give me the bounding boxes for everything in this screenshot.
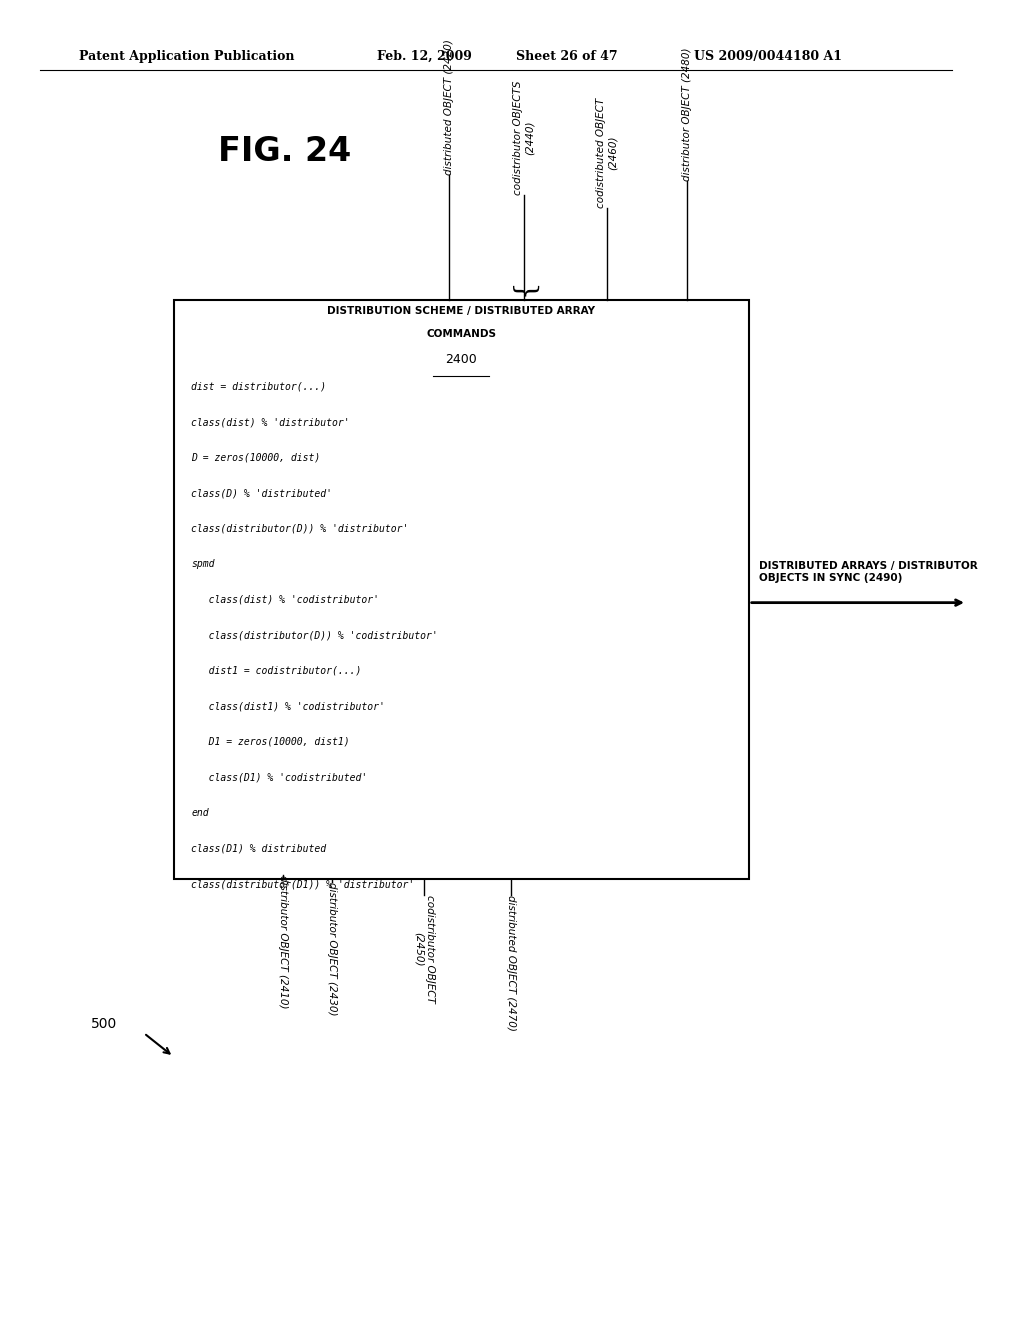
- Text: distributor OBJECT (2410): distributor OBJECT (2410): [278, 875, 288, 1008]
- Text: dist1 = codistributor(...): dist1 = codistributor(...): [191, 665, 361, 676]
- Text: class(D) % 'distributed': class(D) % 'distributed': [191, 488, 333, 498]
- Text: Sheet 26 of 47: Sheet 26 of 47: [516, 50, 617, 63]
- Text: dist = distributor(...): dist = distributor(...): [191, 381, 327, 392]
- Text: US 2009/0044180 A1: US 2009/0044180 A1: [694, 50, 842, 63]
- Text: DISTRIBUTION SCHEME / DISTRIBUTED ARRAY: DISTRIBUTION SCHEME / DISTRIBUTED ARRAY: [327, 306, 595, 317]
- Text: spmd: spmd: [191, 560, 215, 569]
- Text: 500: 500: [91, 1016, 118, 1031]
- Text: D = zeros(10000, dist): D = zeros(10000, dist): [191, 453, 321, 462]
- Text: distributed OBJECT (2470): distributed OBJECT (2470): [506, 895, 516, 1031]
- Text: FIG. 24: FIG. 24: [218, 136, 351, 169]
- Text: {: {: [510, 279, 538, 296]
- Text: class(dist1) % 'codistributor': class(dist1) % 'codistributor': [191, 701, 385, 711]
- Text: class(dist) % 'distributor': class(dist) % 'distributor': [191, 417, 350, 428]
- Text: end: end: [191, 808, 209, 818]
- Text: DISTRIBUTED ARRAYS / DISTRIBUTOR
OBJECTS IN SYNC (2490): DISTRIBUTED ARRAYS / DISTRIBUTOR OBJECTS…: [759, 561, 978, 583]
- Text: class(D1) % distributed: class(D1) % distributed: [191, 843, 327, 854]
- Text: codistributor OBJECT
(2450): codistributor OBJECT (2450): [414, 895, 435, 1003]
- Text: distributed OBJECT (2420): distributed OBJECT (2420): [444, 40, 455, 174]
- Text: Feb. 12, 2009: Feb. 12, 2009: [377, 50, 472, 63]
- Text: COMMANDS: COMMANDS: [426, 329, 497, 339]
- Text: codistributor OBJECTS
(2440): codistributor OBJECTS (2440): [513, 81, 535, 194]
- Text: distributor OBJECT (2480): distributor OBJECT (2480): [682, 48, 692, 181]
- Text: class(distributor(D)) % 'distributor': class(distributor(D)) % 'distributor': [191, 524, 409, 533]
- Text: D1 = zeros(10000, dist1): D1 = zeros(10000, dist1): [191, 737, 350, 747]
- Text: class(dist) % 'codistributor': class(dist) % 'codistributor': [191, 595, 380, 605]
- Text: distributor OBJECT (2430): distributor OBJECT (2430): [328, 882, 337, 1015]
- Text: 2400: 2400: [445, 352, 477, 366]
- Text: class(distributor(D1)) % 'distributor': class(distributor(D1)) % 'distributor': [191, 879, 415, 890]
- Text: codistributed OBJECT
(2460): codistributed OBJECT (2460): [596, 98, 617, 207]
- Text: Patent Application Publication: Patent Application Publication: [79, 50, 295, 63]
- Text: class(distributor(D)) % 'codistributor': class(distributor(D)) % 'codistributor': [191, 630, 438, 640]
- Text: class(D1) % 'codistributed': class(D1) % 'codistributed': [191, 772, 368, 783]
- Bar: [173, 300, 749, 879]
